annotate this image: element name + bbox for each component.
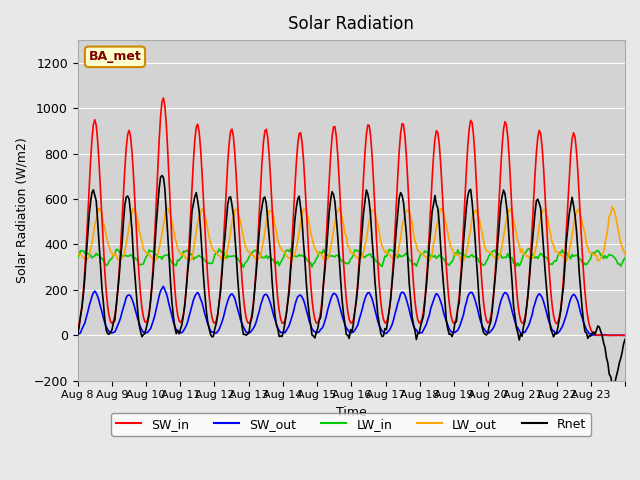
Title: Solar Radiation: Solar Radiation bbox=[289, 15, 414, 33]
Text: BA_met: BA_met bbox=[88, 50, 141, 63]
X-axis label: Time: Time bbox=[336, 406, 367, 419]
Y-axis label: Solar Radiation (W/m2): Solar Radiation (W/m2) bbox=[15, 138, 28, 283]
Legend: SW_in, SW_out, LW_in, LW_out, Rnet: SW_in, SW_out, LW_in, LW_out, Rnet bbox=[111, 413, 591, 436]
